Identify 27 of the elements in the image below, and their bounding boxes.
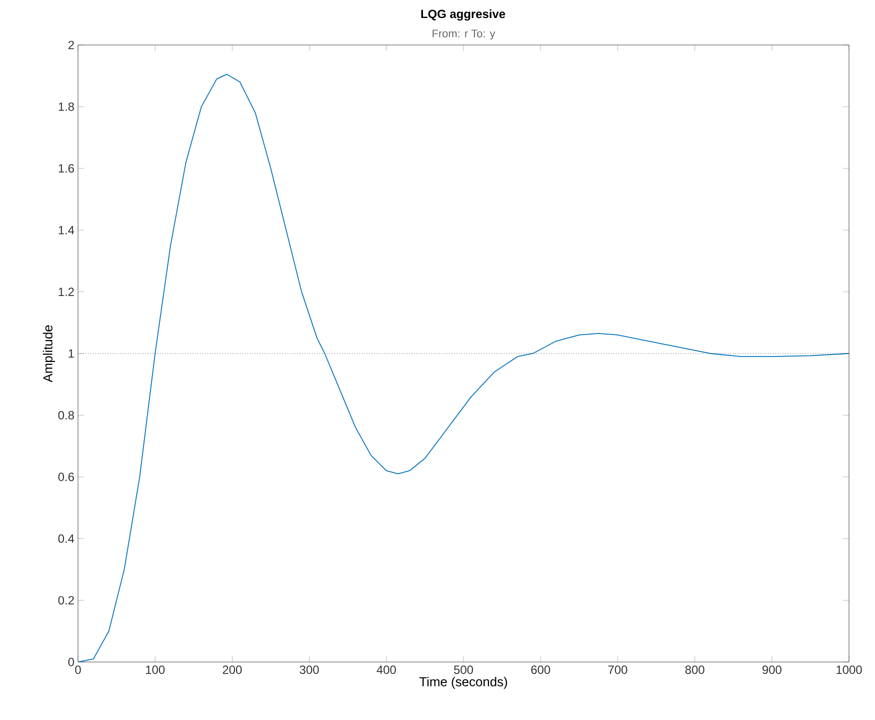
y-tick-label: 0.6 bbox=[58, 472, 74, 482]
x-tick-label: 900 bbox=[762, 666, 782, 674]
x-tick-label: 0 bbox=[75, 666, 81, 674]
x-tick-label: 600 bbox=[531, 666, 550, 674]
y-tick-label: 1.2 bbox=[58, 288, 74, 296]
y-tick-label: 1 bbox=[68, 349, 74, 358]
x-tick-label: 1000 bbox=[836, 666, 862, 674]
x-tick-label: 200 bbox=[222, 666, 242, 674]
chart-title: LQG aggresive bbox=[421, 9, 506, 21]
y-tick-label: 1.6 bbox=[58, 164, 74, 173]
y-tick-label: 1.4 bbox=[58, 226, 74, 234]
x-tick-label: 800 bbox=[685, 666, 704, 674]
x-tick-label: 700 bbox=[608, 666, 628, 674]
line-series bbox=[78, 74, 850, 662]
x-tick-label: 300 bbox=[300, 666, 319, 674]
x-tick-label: 100 bbox=[146, 666, 165, 674]
y-tick-label: 0 bbox=[68, 658, 74, 666]
y-tick-label: 1.8 bbox=[58, 102, 74, 111]
chart-subtitle: From: r To: y bbox=[432, 30, 496, 40]
y-tick-label: 0.2 bbox=[58, 596, 74, 605]
x-tick-label: 400 bbox=[376, 666, 396, 674]
y-tick-label: 2 bbox=[68, 40, 74, 50]
y-tick-label: 0.8 bbox=[58, 410, 74, 420]
y-axis-title: Amplitude bbox=[42, 325, 56, 382]
x-axis-title: Time (seconds) bbox=[419, 676, 508, 689]
x-tick-label: 500 bbox=[454, 666, 474, 674]
y-tick-label: 0.4 bbox=[58, 534, 74, 543]
